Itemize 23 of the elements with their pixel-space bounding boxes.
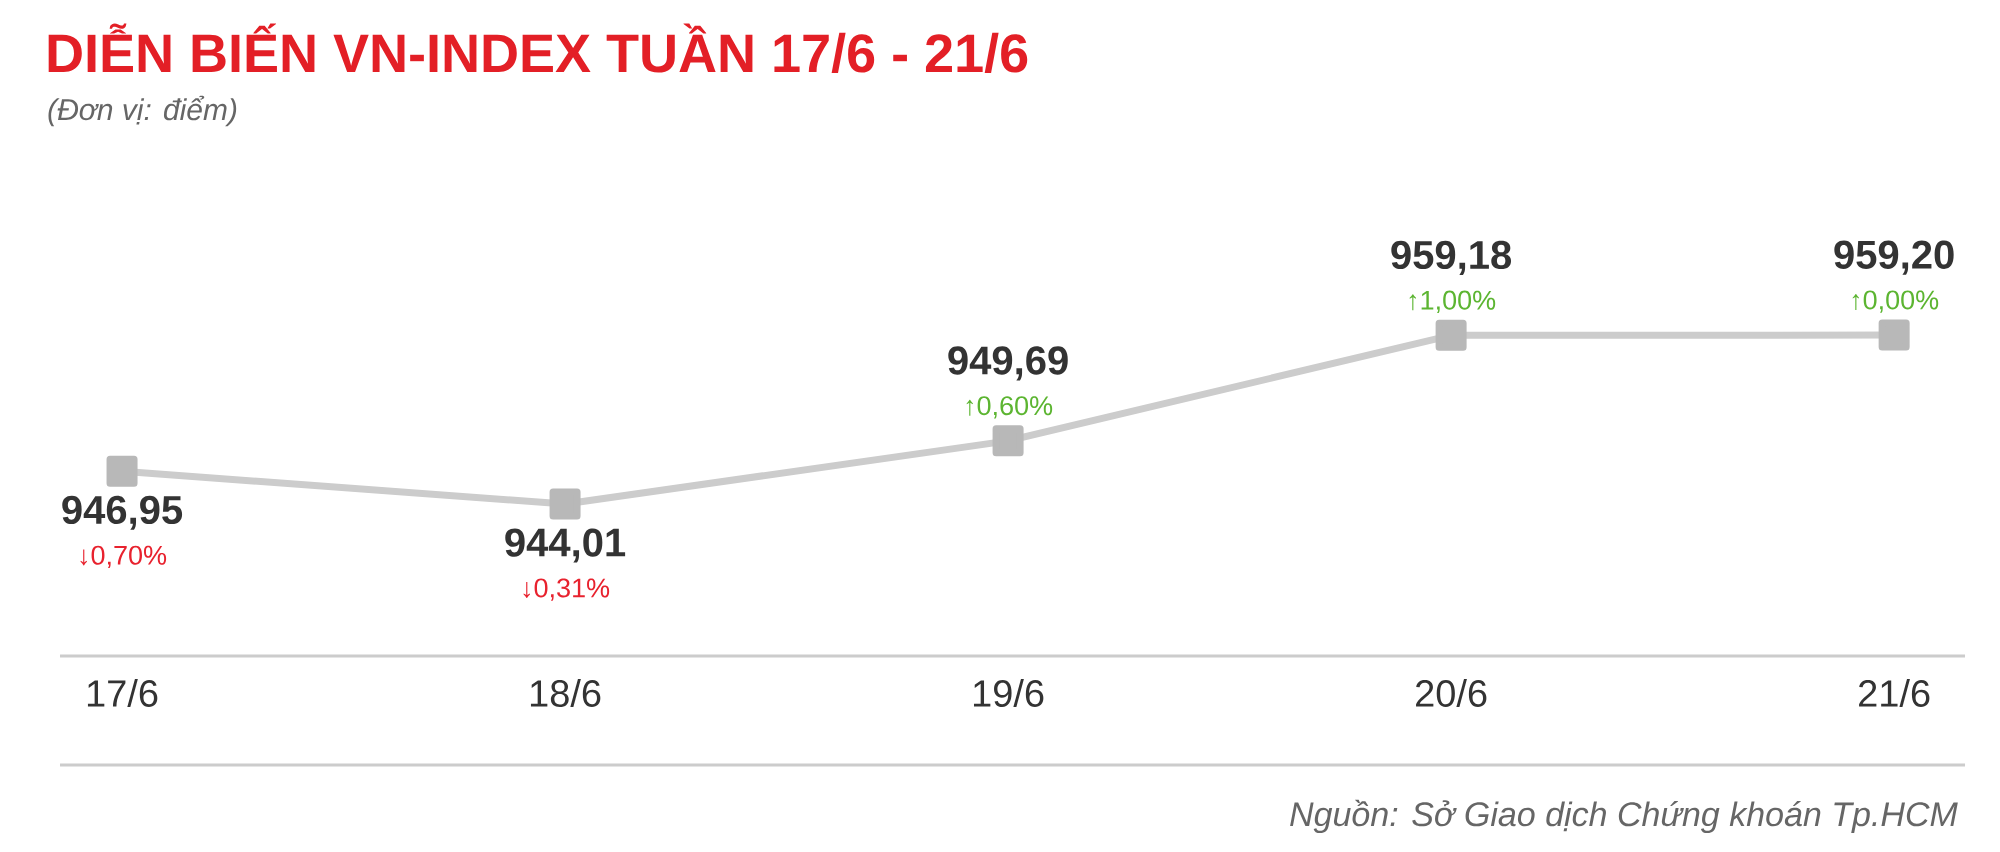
data-label: 959,20 bbox=[1834, 240, 1954, 275]
x-tick-label: 18/6 bbox=[530, 679, 601, 707]
x-tick-label: 19/6 bbox=[973, 679, 1044, 707]
x-tick-label: 21/6 bbox=[1859, 679, 1930, 707]
chart-title: DIỄN BIẾN VN-INDEX TUẦN 17/6 - 21/6 bbox=[48, 23, 1028, 74]
data-label: 946,95 bbox=[62, 495, 183, 530]
annotation: ↑1,00% bbox=[1409, 290, 1496, 313]
x-tick-label: 20/6 bbox=[1416, 679, 1487, 707]
point bbox=[1435, 319, 1467, 351]
annotation: ↓0,70% bbox=[80, 545, 167, 569]
data-label: 949,69 bbox=[948, 346, 1068, 381]
x-tick-label: 17/6 bbox=[87, 679, 158, 707]
data-label: 944,01 bbox=[505, 528, 626, 563]
point bbox=[106, 455, 138, 487]
annotation: ↓0,31% bbox=[523, 578, 610, 601]
point bbox=[549, 488, 581, 520]
data-label: 959,18 bbox=[1391, 240, 1512, 275]
text: Nguồn: Sở Giao dịch Chứng khoán Tp.HCM bbox=[1290, 799, 1958, 834]
point bbox=[992, 425, 1024, 457]
annotation: ↑0,60% bbox=[966, 396, 1053, 419]
annotation: ↑0,00% bbox=[1852, 290, 1939, 313]
chart-subtitle: (Đơn vị: điểm) bbox=[48, 95, 237, 127]
point bbox=[1878, 319, 1910, 351]
